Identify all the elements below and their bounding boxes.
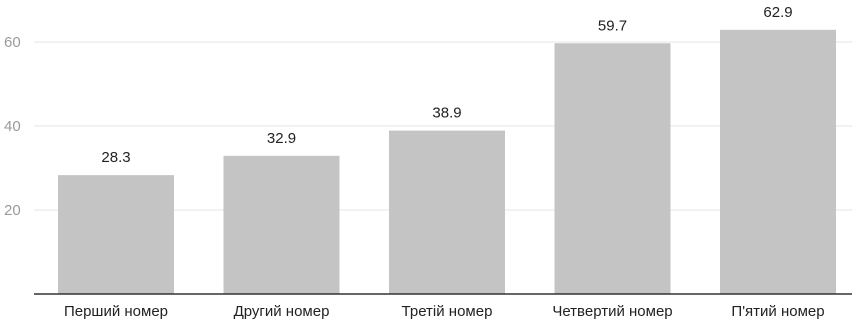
bar [389,130,505,294]
x-tick-label: Другий номер [234,303,330,320]
y-axis-ticks: 20 40 60 [4,34,21,219]
bar [720,29,836,294]
x-tick-label: Третій номер [402,303,493,320]
data-label: 28.3 [101,149,130,166]
y-tick-label: 20 [4,202,21,219]
x-axis-labels: Перший номер Другий номер Третій номер Четв… [64,303,825,320]
bar [554,43,671,295]
data-label: 32.9 [267,130,296,147]
x-tick-label: П'ятий номер [731,303,824,320]
bar [58,175,174,294]
bar [223,155,340,294]
data-label: 38.9 [432,105,461,122]
data-label: 59.7 [598,17,627,34]
x-tick-label: Четвертий номер [552,303,672,320]
value-labels: 28.3 32.9 38.9 59.7 62.9 [101,4,792,166]
bars [58,29,836,295]
x-tick-label: Перший номер [64,303,168,320]
y-tick-label: 60 [4,34,21,51]
y-tick-label: 40 [4,118,21,135]
data-label: 62.9 [763,4,792,21]
